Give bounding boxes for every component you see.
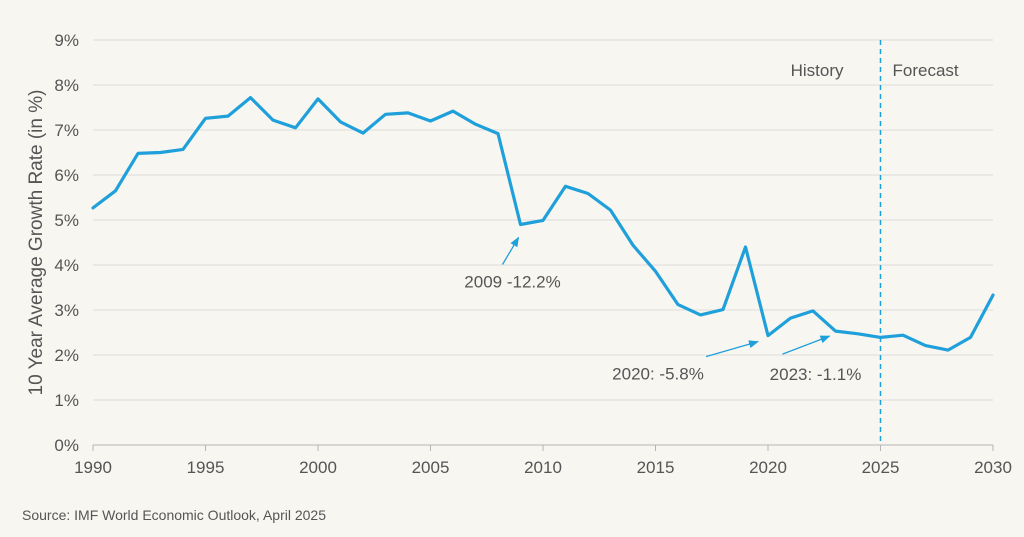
data-point — [294, 126, 297, 129]
data-point — [159, 151, 162, 154]
history-forecast-divider: History Forecast — [791, 40, 959, 445]
data-point — [857, 332, 860, 335]
x-tick-label: 1990 — [74, 458, 112, 477]
annotation-label: 2009 -12.2% — [464, 273, 560, 292]
data-point — [519, 223, 522, 226]
annotations: 2009 -12.2% 2020: -5.8% 2023: -1.1% — [464, 236, 862, 384]
series-line — [91, 95, 995, 352]
data-point — [317, 97, 320, 100]
data-point — [204, 117, 207, 120]
data-point — [947, 349, 950, 352]
data-point — [362, 132, 365, 135]
x-tick-label: 1995 — [187, 458, 225, 477]
data-point — [609, 209, 612, 212]
data-point — [114, 189, 117, 192]
data-point — [879, 336, 882, 339]
series — [91, 95, 995, 352]
data-point — [767, 334, 770, 337]
data-point — [92, 206, 95, 209]
forecast-label: Forecast — [893, 61, 959, 80]
data-point — [812, 309, 815, 312]
data-point — [969, 336, 972, 339]
y-tick-label: 6% — [54, 166, 79, 185]
x-tick-label: 2030 — [974, 458, 1012, 477]
y-tick-label: 3% — [54, 301, 79, 320]
x-tick-label: 2010 — [524, 458, 562, 477]
y-tick-label: 0% — [54, 436, 79, 455]
data-point — [677, 303, 680, 306]
x-tick-label: 2020 — [749, 458, 787, 477]
history-label: History — [791, 61, 844, 80]
y-tick-label: 8% — [54, 76, 79, 95]
annotation-label: 2023: -1.1% — [770, 365, 862, 384]
gridlines — [93, 39, 993, 446]
data-point — [654, 270, 657, 273]
data-point — [407, 111, 410, 114]
annotation-arrow — [705, 340, 759, 358]
data-point — [834, 330, 837, 333]
annotation-label: 2020: -5.8% — [612, 365, 704, 384]
y-tick-label: 2% — [54, 346, 79, 365]
data-point — [384, 113, 387, 116]
data-point — [902, 334, 905, 337]
data-point — [474, 123, 477, 126]
y-tick-label: 5% — [54, 211, 79, 230]
source-note: Source: IMF World Economic Outlook, Apri… — [22, 507, 326, 523]
data-point — [699, 313, 702, 316]
data-point — [339, 120, 342, 123]
data-point — [429, 120, 432, 123]
data-point — [564, 185, 567, 188]
axes: 0% 1% 2% 3% 4% 5% 6% 7% 8% 9% 1990 1995 2000 2005 2010… — [54, 31, 1011, 477]
data-point — [587, 192, 590, 195]
data-point — [542, 219, 545, 222]
data-point — [249, 96, 252, 99]
data-point — [272, 119, 275, 122]
y-tick-label: 1% — [54, 391, 79, 410]
x-tick-label: 2025 — [862, 458, 900, 477]
x-tick-label: 2005 — [412, 458, 450, 477]
y-axis-title: 10 Year Average Growth Rate (in %) — [26, 90, 47, 396]
data-point — [789, 317, 792, 320]
data-point — [924, 344, 927, 347]
y-tick-label: 7% — [54, 121, 79, 140]
y-tick-label: 4% — [54, 256, 79, 275]
x-tick-label: 2015 — [637, 458, 675, 477]
data-point — [722, 308, 725, 311]
data-point — [227, 115, 230, 118]
data-point — [497, 132, 500, 135]
data-point — [452, 110, 455, 113]
data-point — [632, 244, 635, 247]
data-point — [992, 294, 995, 297]
y-tick-label: 9% — [54, 31, 79, 50]
data-point — [137, 152, 140, 155]
annotation-arrow — [782, 335, 831, 355]
annotation-arrow — [501, 236, 520, 265]
x-tick-label: 2000 — [299, 458, 337, 477]
data-point — [744, 246, 747, 249]
data-point — [182, 148, 185, 151]
